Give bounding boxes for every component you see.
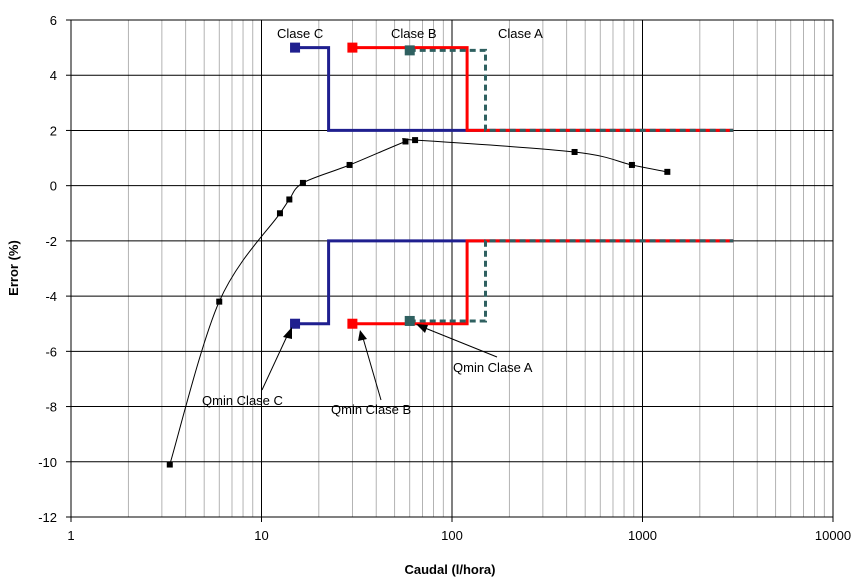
meter-curve-point (346, 161, 353, 168)
series-layer (166, 42, 734, 468)
y-tick-label: 4 (50, 68, 57, 83)
y-axis-ticks: 6 4 2 0 -2 -4 -6 -8 -10 -12 (38, 13, 71, 525)
y-tick-label: 2 (50, 123, 57, 138)
y-tick-label: 0 (50, 179, 57, 194)
y-axis-title: Error (%) (6, 240, 21, 296)
meter-curve-point (286, 196, 293, 203)
class-a-limit-lower-line (409, 239, 734, 323)
arrow-qmin-clase-c (261, 333, 289, 391)
arrow-qmin-clase-a (424, 327, 498, 358)
x-tick-label: 10000 (815, 528, 851, 543)
y-tick-label: -10 (38, 455, 57, 470)
annotation-qmin-clase-b: Qmin Clase B (331, 402, 411, 417)
minor-gridlines (127, 20, 825, 517)
arrowhead-qmin-clase-b (358, 330, 367, 341)
y-tick-label: -6 (45, 344, 57, 359)
arrow-qmin-clase-b (362, 337, 382, 401)
class-c-limit-upper-qmin-marker (290, 42, 301, 53)
annotation-clase-c: Clase C (277, 26, 323, 41)
x-axis-title: Caudal (l/hora) (404, 562, 495, 577)
meter-curve-point (299, 179, 306, 186)
y-tick-label: -12 (38, 510, 57, 525)
meter-curve-point (412, 137, 419, 144)
class-a-limit-upper-qmin-marker (404, 45, 415, 56)
annotation-qmin-clase-c: Qmin Clase C (202, 393, 283, 408)
annotation-clase-b: Clase B (391, 26, 437, 41)
annotation-qmin-clase-a: Qmin Clase A (453, 360, 533, 375)
meter-curve-point (402, 138, 409, 145)
x-tick-label: 100 (441, 528, 463, 543)
x-axis-ticks: 1 10 100 1000 10000 (67, 517, 851, 543)
class-a-limit-lower-qmin-marker (404, 315, 415, 326)
meter-curve-point (216, 298, 223, 305)
y-tick-label: -4 (45, 289, 57, 304)
y-tick-label: -8 (45, 400, 57, 415)
class-a-limit-upper-line (409, 48, 734, 132)
meter-curve-point (571, 148, 578, 155)
x-tick-label: 1 (67, 528, 74, 543)
meter-curve-point (628, 161, 635, 168)
meter-curve-point (276, 210, 283, 217)
meter-curve-point (664, 168, 671, 175)
y-tick-label: 6 (50, 13, 57, 28)
x-tick-label: 1000 (628, 528, 657, 543)
arrowhead-qmin-clase-a (416, 324, 428, 333)
x-tick-label: 10 (254, 528, 268, 543)
arrowhead-qmin-clase-c (283, 327, 292, 339)
class-b-limit-lower-qmin-marker (347, 318, 358, 329)
class-c-limit-lower-qmin-marker (290, 318, 301, 329)
y-tick-label: -2 (45, 234, 57, 249)
annotation-clase-a: Clase A (498, 26, 543, 41)
meter-curve-point (166, 461, 173, 468)
annotation-layer: Clase C Clase B Clase A Qmin Clase C Qmi… (202, 26, 543, 417)
class-b-limit-upper-qmin-marker (347, 42, 358, 53)
